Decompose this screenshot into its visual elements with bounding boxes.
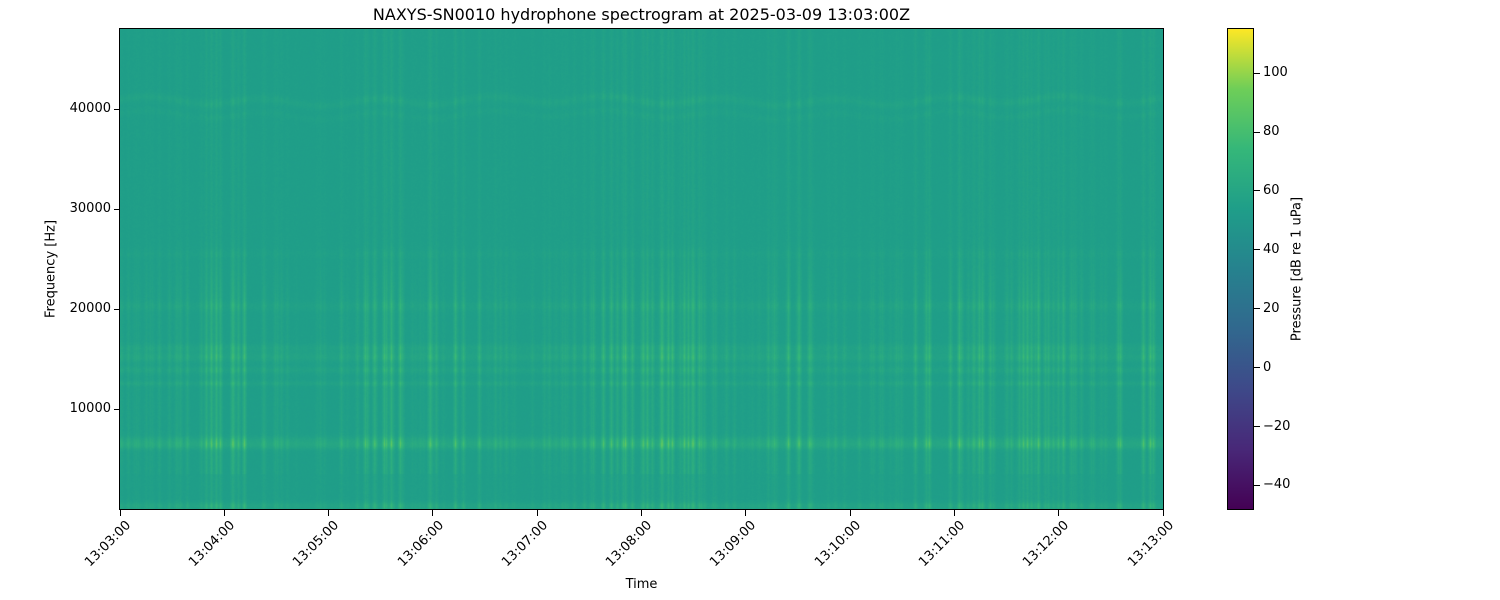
x-tick-label: 13:10:00 [811, 518, 864, 570]
y-tick-mark [114, 308, 120, 310]
chart-title: NAXYS-SN0010 hydrophone spectrogram at 2… [372, 5, 911, 24]
x-tick-mark [119, 510, 121, 516]
colorbar-tick-mark [1254, 367, 1260, 369]
colorbar-tick-label: 20 [1263, 300, 1280, 316]
x-tick-mark [432, 510, 434, 516]
x-tick-mark [223, 510, 225, 516]
x-tick-label: 13:03:00 [81, 518, 134, 570]
colorbar-tick-mark [1254, 190, 1260, 192]
y-tick-mark [114, 208, 120, 210]
x-tick-mark [536, 510, 538, 516]
y-tick-label: 30000 [69, 201, 111, 216]
x-tick-label: 13:04:00 [186, 518, 238, 570]
x-axis-label: Time [625, 577, 658, 592]
y-tick-label: 10000 [69, 401, 111, 416]
x-tick-label: 13:08:00 [603, 518, 656, 570]
x-tick-label: 13:11:00 [916, 518, 969, 570]
colorbar-tick-label: −20 [1263, 418, 1291, 434]
colorbar-tick-label: 0 [1263, 359, 1272, 375]
y-tick-mark [114, 108, 120, 110]
x-tick-label: 13:05:00 [290, 518, 343, 570]
spectrogram-canvas [120, 29, 1163, 509]
x-tick-label: 13:12:00 [1020, 518, 1073, 570]
colorbar [1227, 28, 1254, 510]
y-tick-mark [114, 408, 120, 410]
colorbar-tick-label: 80 [1263, 124, 1280, 140]
x-tick-label: 13:09:00 [707, 518, 760, 570]
colorbar-tick-mark [1254, 249, 1260, 251]
colorbar-tick-mark [1254, 72, 1260, 74]
x-tick-mark [1058, 510, 1060, 516]
x-tick-label: 13:06:00 [394, 518, 447, 570]
colorbar-tick-label: 40 [1263, 241, 1280, 257]
colorbar-tick-label: 100 [1263, 65, 1288, 81]
colorbar-tick-label: −40 [1263, 477, 1291, 493]
x-tick-label: 13:07:00 [498, 518, 551, 570]
x-tick-mark [1162, 510, 1164, 516]
colorbar-tick-mark [1254, 308, 1260, 310]
x-tick-label: 13:13:00 [1124, 518, 1177, 570]
colorbar-tick-mark [1254, 426, 1260, 428]
colorbar-label: Pressure [dB re 1 uPa] [1289, 196, 1305, 342]
colorbar-tick-label: 60 [1263, 182, 1280, 198]
x-tick-mark [849, 510, 851, 516]
y-tick-label: 40000 [69, 101, 111, 116]
colorbar-gradient [1228, 29, 1253, 509]
colorbar-tick-mark [1254, 131, 1260, 133]
x-tick-mark [641, 510, 642, 516]
x-tick-mark [328, 510, 330, 516]
y-tick-label: 20000 [69, 301, 111, 316]
y-axis-label: Frequency [Hz] [43, 219, 59, 319]
x-tick-mark [953, 510, 955, 516]
colorbar-tick-mark [1254, 484, 1260, 486]
plot-area [119, 28, 1164, 510]
x-tick-mark [745, 510, 747, 516]
